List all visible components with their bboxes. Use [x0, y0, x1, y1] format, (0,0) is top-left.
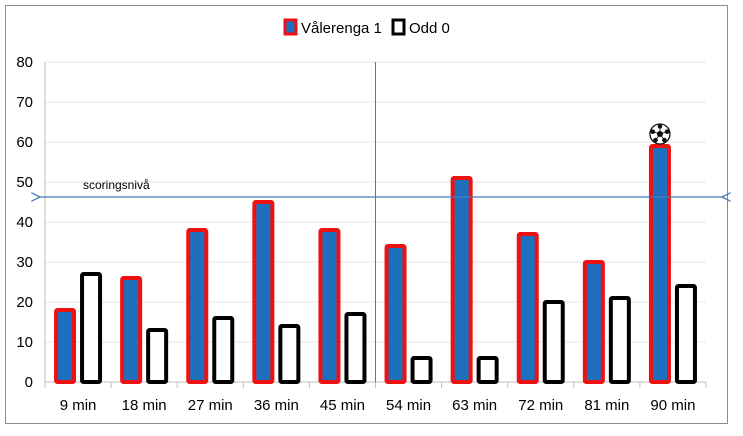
y-tick-label: 10 [16, 334, 33, 351]
soccer-ball-icon [649, 123, 671, 145]
y-tick-label: 50 [16, 174, 33, 191]
x-tick-label: 90 min [650, 397, 695, 414]
bars [54, 144, 697, 384]
y-tick-label: 0 [25, 374, 33, 391]
bar-odd [146, 328, 169, 384]
bar-odd [476, 356, 499, 384]
x-tick-label: 45 min [320, 397, 365, 414]
annotations: scoringsnivå [40, 62, 722, 382]
x-tick-label: 27 min [188, 397, 233, 414]
x-tick-label: 72 min [518, 397, 563, 414]
legend-swatch-valerenga [283, 18, 298, 36]
bar-valerenga [318, 228, 341, 384]
x-tick-label: 63 min [452, 397, 497, 414]
x-tick-label: 9 min [60, 397, 97, 414]
y-tick-label: 30 [16, 254, 33, 271]
bar-odd [410, 356, 433, 384]
bar-valerenga [252, 200, 275, 384]
y-tick-label: 80 [16, 54, 33, 71]
bar-valerenga [582, 260, 605, 384]
bar-odd [608, 296, 631, 384]
bar-valerenga [450, 176, 473, 384]
y-tick-label: 20 [16, 294, 33, 311]
y-tick-label: 60 [16, 134, 33, 151]
x-tick-label: 81 min [584, 397, 629, 414]
bar-odd [212, 316, 235, 384]
bar-valerenga [186, 228, 209, 384]
bar-valerenga [648, 144, 671, 384]
bar-valerenga [384, 244, 407, 384]
legend-swatch-odd [391, 18, 406, 36]
x-tick-label: 18 min [122, 397, 167, 414]
bar-odd [344, 312, 367, 384]
y-tick-label: 40 [16, 214, 33, 231]
y-axis: 0 10 20 30 40 50 60 70 80 [16, 54, 46, 391]
x-axis: 9 min 18 min 27 min 36 min 45 min 54 min 63 mi… [44, 381, 707, 414]
threshold-label: scoringsnivå [83, 178, 150, 192]
legend: Vålerenga 1 Odd 0 [283, 18, 450, 37]
bar-valerenga [54, 308, 77, 384]
bar-odd [674, 284, 697, 384]
legend-label-odd: Odd 0 [409, 20, 450, 37]
bar-odd [278, 324, 301, 384]
bar-valerenga [120, 276, 143, 384]
bar-odd [80, 272, 103, 384]
y-tick-label: 70 [16, 94, 33, 111]
x-tick-label: 54 min [386, 397, 431, 414]
bar-odd [542, 300, 565, 384]
bar-valerenga [516, 232, 539, 384]
x-tick-label: 36 min [254, 397, 299, 414]
legend-label-valerenga: Vålerenga 1 [301, 20, 382, 37]
